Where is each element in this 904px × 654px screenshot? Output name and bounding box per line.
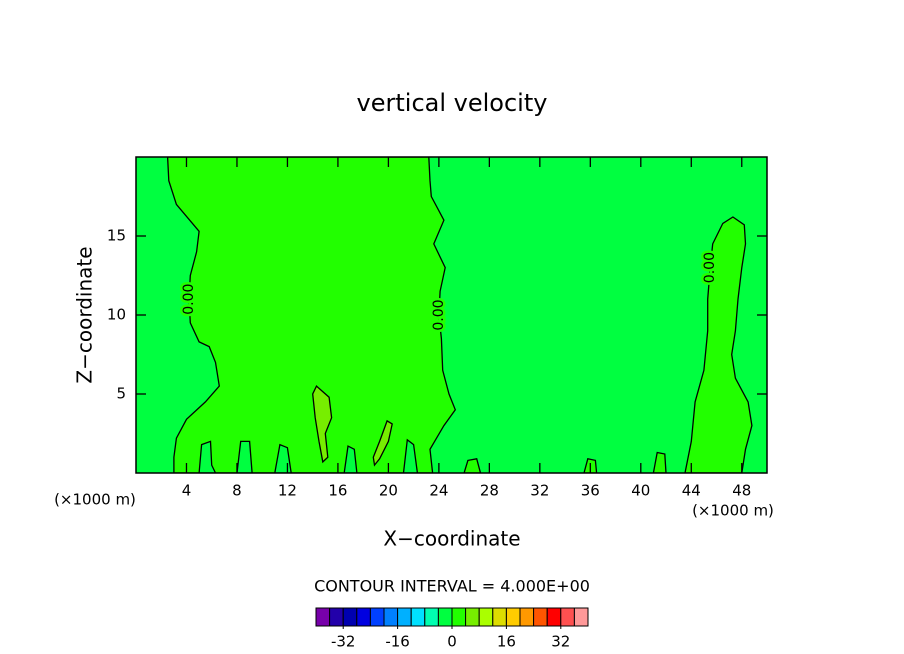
x-tick-label: 44 — [682, 482, 701, 500]
x-tick-label: 36 — [581, 482, 600, 500]
colorbar-tick-label: -32 — [331, 633, 356, 651]
contour-line — [166, 157, 457, 473]
colorbar-box — [519, 607, 535, 627]
colorbar-box — [505, 607, 521, 627]
plot-area — [136, 157, 767, 473]
x-tick-label: 40 — [631, 482, 650, 500]
contour-label: 0.00 — [431, 299, 447, 330]
x-tick-label: 20 — [379, 482, 398, 500]
contour-line — [312, 385, 333, 464]
colorbar-box — [329, 607, 344, 627]
contour-line — [372, 419, 393, 467]
colorbar-box — [356, 607, 371, 627]
contour-line — [236, 440, 253, 473]
colorbar-box — [424, 607, 439, 627]
colorbar-box — [533, 607, 548, 627]
colorbar-tick-label: 0 — [447, 633, 457, 651]
x-axis-label: X−coordinate — [383, 527, 520, 551]
y-tick-label: 15 — [107, 227, 126, 245]
colorbar-box — [315, 607, 331, 627]
colorbar-box — [437, 607, 453, 627]
x-tick-label: 28 — [480, 482, 499, 500]
contour-interval: CONTOUR INTERVAL = 4.000E+00 — [314, 577, 590, 596]
contour-line — [463, 458, 482, 473]
y-tick-label: 5 — [116, 385, 126, 403]
x-tick-label: 24 — [429, 482, 448, 500]
colorbar-box — [478, 607, 494, 627]
chart-title: vertical velocity — [357, 89, 548, 117]
contour-line — [402, 438, 419, 473]
x-tick-label: 4 — [182, 482, 192, 500]
colorbar-box — [560, 607, 575, 627]
x-tick-label: 32 — [530, 482, 549, 500]
colorbar-box — [342, 607, 358, 627]
x-tick-label: 16 — [328, 482, 347, 500]
colorbar-box — [410, 607, 426, 627]
colorbar-tick-label: 32 — [551, 633, 570, 651]
x-tick-label: 8 — [232, 482, 242, 500]
x-tick-label: 48 — [732, 482, 751, 500]
y-unit: (×1000 m) — [54, 491, 136, 509]
contour-label: 0.00 — [702, 252, 718, 283]
colorbar-box — [369, 607, 385, 627]
colorbar-tick-label: 16 — [497, 633, 516, 651]
colorbar-box — [465, 607, 480, 627]
contour-line — [198, 440, 217, 473]
y-axis-label: Z−coordinate — [73, 246, 97, 383]
x-unit: (×1000 m) — [692, 502, 774, 520]
contour-line — [684, 216, 753, 473]
colorbar-tick-label: -16 — [385, 633, 410, 651]
colorbar-box — [492, 607, 507, 627]
colorbar-box — [546, 607, 562, 627]
colorbar-box — [383, 607, 399, 627]
contour-label: 0.00 — [181, 284, 197, 315]
colorbar-box — [451, 607, 467, 627]
contour-line — [343, 445, 358, 473]
colorbar-box — [397, 607, 412, 627]
x-tick-label: 12 — [278, 482, 297, 500]
contour-line — [652, 451, 667, 473]
y-tick-label: 10 — [107, 306, 126, 324]
colorbar-box — [573, 607, 589, 627]
